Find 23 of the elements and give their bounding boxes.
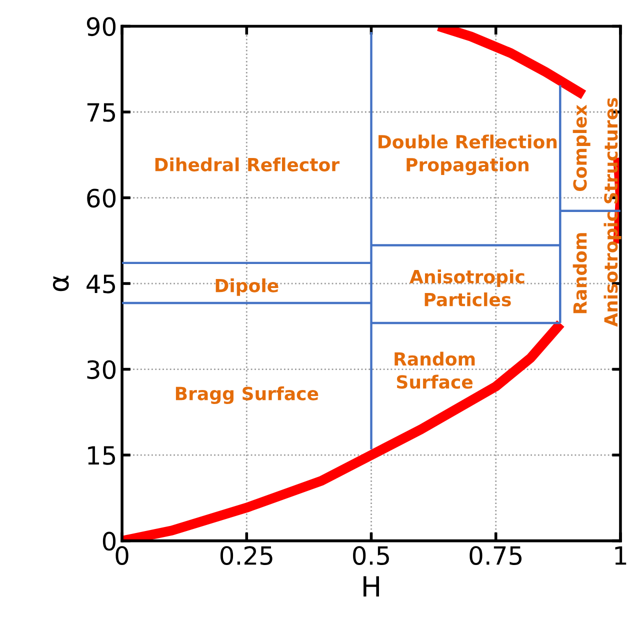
x-axis-title: H xyxy=(364,576,379,597)
y-tick-label: 30 xyxy=(87,360,116,380)
x-tick-label: 0.25 xyxy=(220,546,272,566)
annotation: Bragg Surface xyxy=(176,386,318,404)
y-tick-label: 75 xyxy=(87,103,116,122)
y-tick-label: 45 xyxy=(86,274,116,294)
annotation: Dihedral Reflector xyxy=(155,157,340,172)
x-tick-label: 0.5 xyxy=(353,546,389,566)
x-tick-label: 0 xyxy=(116,546,128,566)
annotation: Complex xyxy=(572,104,590,192)
annotation: Random Surface xyxy=(394,352,475,389)
annotation: Anisotropic Structures xyxy=(604,98,622,327)
annotation: Anisotropic Particles xyxy=(410,269,524,306)
x-tick-label: 0.75 xyxy=(470,546,522,566)
x-tick-label: 1 xyxy=(615,546,626,565)
y-tick-label: 15 xyxy=(88,446,116,465)
annotation: Double Reflection Propagation xyxy=(378,134,557,176)
y-tick-label: 60 xyxy=(87,188,116,208)
y-tick-label: 90 xyxy=(86,17,116,36)
y-axis-title: α xyxy=(52,276,69,292)
annotation: Dipole xyxy=(216,278,278,296)
annotation: Random xyxy=(572,233,587,314)
y-tick-label: 0 xyxy=(102,532,116,551)
